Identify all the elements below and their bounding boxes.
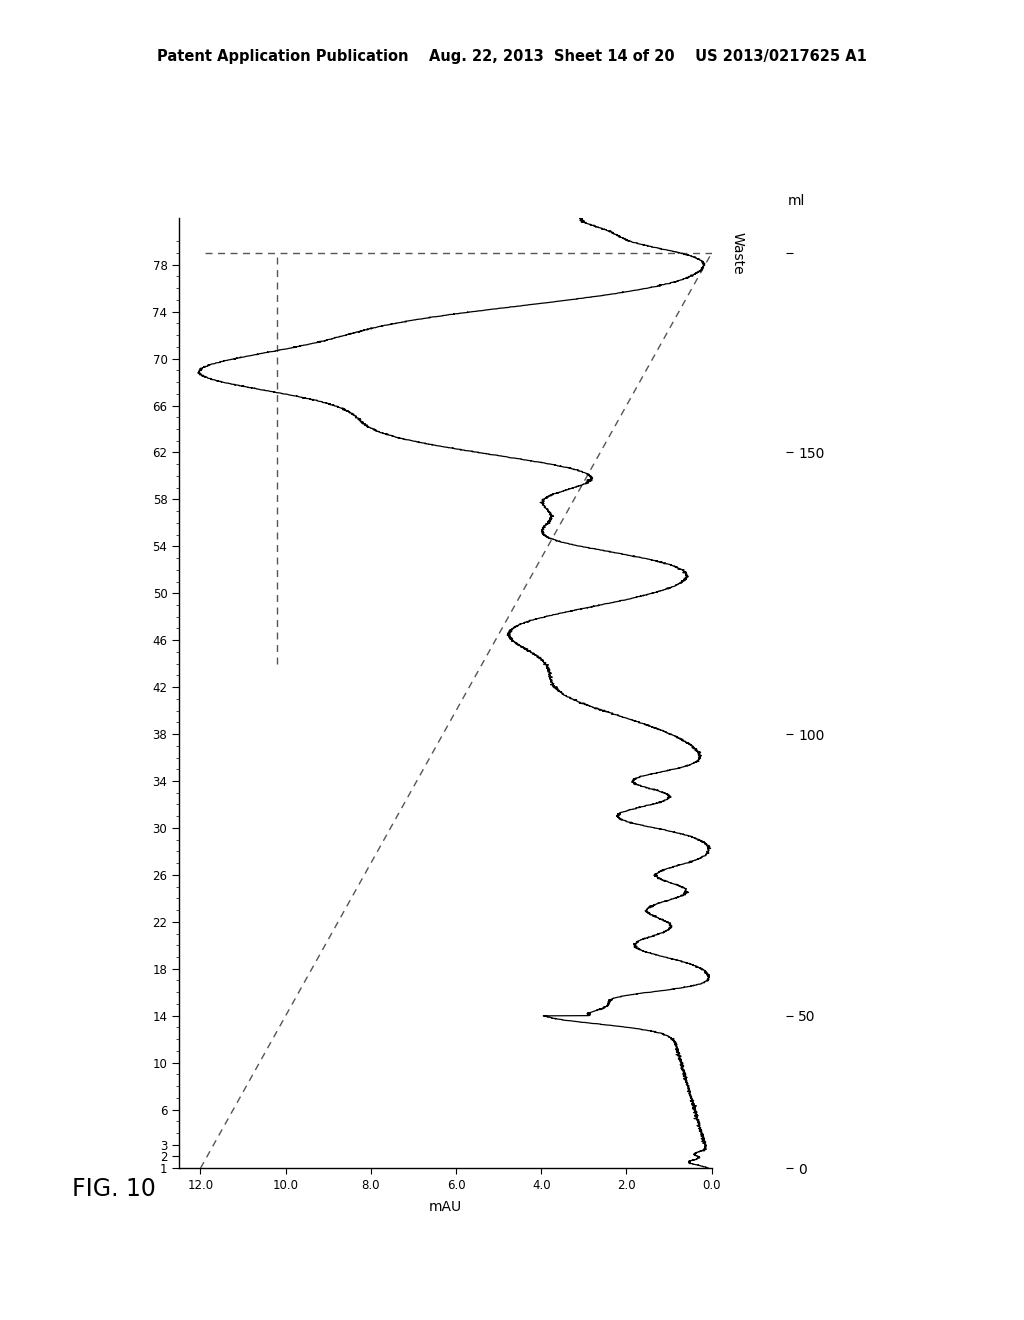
Text: Patent Application Publication    Aug. 22, 2013  Sheet 14 of 20    US 2013/02176: Patent Application Publication Aug. 22, … [157, 49, 867, 63]
X-axis label: mAU: mAU [429, 1200, 462, 1214]
Text: FIG. 10: FIG. 10 [72, 1177, 156, 1201]
Text: ml: ml [788, 194, 806, 209]
Text: Waste: Waste [730, 232, 744, 275]
